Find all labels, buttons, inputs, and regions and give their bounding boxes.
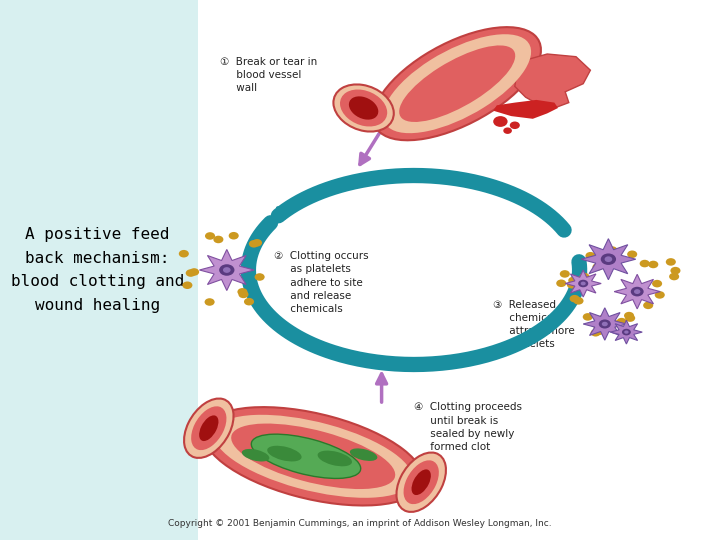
Circle shape [582,313,593,321]
Ellipse shape [412,469,431,495]
Polygon shape [493,100,558,119]
Circle shape [189,268,199,276]
Circle shape [573,297,583,305]
Polygon shape [614,274,660,309]
Circle shape [631,287,644,296]
Circle shape [493,116,508,127]
Circle shape [598,315,608,322]
Circle shape [580,273,590,280]
Circle shape [238,291,248,298]
Circle shape [634,289,640,294]
Ellipse shape [191,406,227,450]
Circle shape [666,258,676,266]
Circle shape [229,232,239,240]
Circle shape [670,267,680,274]
Circle shape [557,280,567,287]
Circle shape [624,312,634,319]
Circle shape [238,288,248,295]
Circle shape [249,240,259,247]
Circle shape [213,235,223,243]
Circle shape [600,253,616,265]
Circle shape [654,291,665,299]
Circle shape [255,273,265,281]
Ellipse shape [340,90,387,126]
Ellipse shape [267,446,302,462]
Ellipse shape [383,34,531,133]
Ellipse shape [231,423,395,489]
Ellipse shape [350,448,377,461]
Text: ④  Clotting proceeds
     until break is
     sealed by newly
     formed clot: ④ Clotting proceeds until break is seale… [414,402,522,452]
Circle shape [616,318,626,326]
Circle shape [624,330,629,334]
Circle shape [643,301,653,309]
Polygon shape [611,320,642,344]
Circle shape [568,276,578,284]
Ellipse shape [214,415,413,498]
Circle shape [559,270,570,278]
Circle shape [567,281,577,288]
Ellipse shape [242,449,269,462]
Polygon shape [199,249,254,291]
Circle shape [510,122,520,129]
Text: ③  Released
     chemicals
     attract more
     platelets: ③ Released chemicals attract more platel… [493,300,575,349]
Ellipse shape [333,84,394,132]
Circle shape [601,251,611,259]
Circle shape [578,280,588,287]
Circle shape [593,263,603,271]
Circle shape [581,282,586,285]
Ellipse shape [399,45,516,122]
Circle shape [648,261,658,268]
Circle shape [605,256,612,262]
Text: A positive feed
back mechanism:
blood clotting and
wound healing: A positive feed back mechanism: blood cl… [11,227,184,313]
Text: ①  Break or tear in
     blood vessel
     wall: ① Break or tear in blood vessel wall [220,57,317,93]
Circle shape [627,251,637,258]
Ellipse shape [403,460,439,504]
Circle shape [622,329,631,335]
Circle shape [639,260,649,267]
Circle shape [599,261,609,269]
Ellipse shape [199,415,218,441]
Circle shape [593,323,603,330]
Circle shape [608,246,618,254]
Circle shape [590,329,600,336]
Ellipse shape [374,27,541,140]
Text: ②  Clotting occurs
     as platelets
     adhere to site
     and release
     c: ② Clotting occurs as platelets adhere to… [274,251,368,314]
Polygon shape [583,308,626,340]
Circle shape [599,320,611,328]
Circle shape [204,298,215,306]
Ellipse shape [251,434,361,478]
Ellipse shape [184,399,233,458]
Circle shape [610,320,620,328]
Ellipse shape [397,453,446,512]
Circle shape [570,295,580,302]
Circle shape [223,267,230,273]
Circle shape [625,314,635,322]
Polygon shape [565,270,601,297]
Circle shape [652,280,662,287]
Circle shape [205,232,215,240]
Polygon shape [581,239,636,280]
Polygon shape [515,54,590,108]
Circle shape [182,281,192,289]
Circle shape [179,250,189,258]
Circle shape [602,322,608,326]
Ellipse shape [349,96,378,120]
Circle shape [252,239,262,247]
Bar [0,0,198,540]
Circle shape [503,127,512,134]
Text: Copyright © 2001 Benjamin Cummings, an imprint of Addison Wesley Longman, Inc.: Copyright © 2001 Benjamin Cummings, an i… [168,519,552,528]
Circle shape [585,252,595,260]
Circle shape [244,298,254,306]
Circle shape [669,273,679,280]
Circle shape [219,264,235,276]
Circle shape [594,327,604,335]
Ellipse shape [318,450,352,467]
Circle shape [186,269,196,277]
Ellipse shape [203,407,423,505]
